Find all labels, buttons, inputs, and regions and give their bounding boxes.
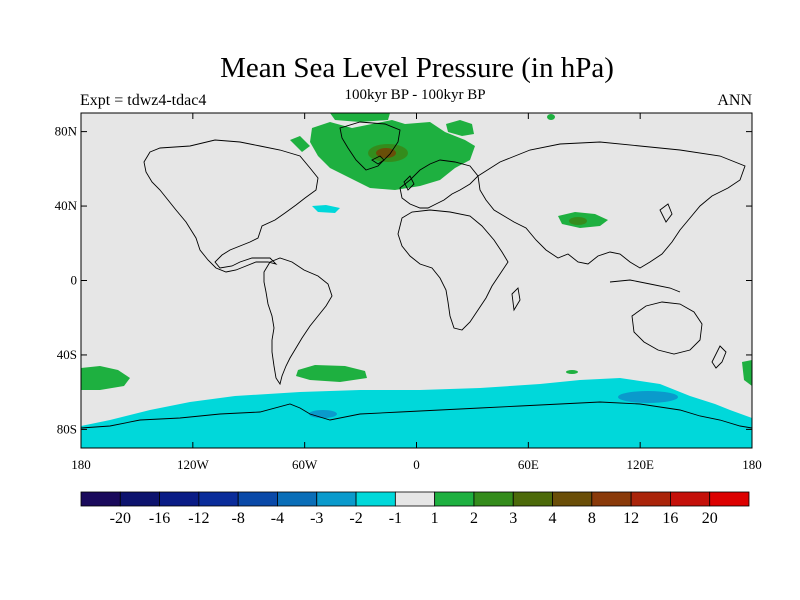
colorbar-swatch xyxy=(670,491,711,507)
colorbar-label: 2 xyxy=(470,510,478,527)
x-tick-label: 180 xyxy=(71,457,91,472)
colorbar-label: 1 xyxy=(431,510,439,527)
colorbar-label: 20 xyxy=(702,510,718,527)
colorbar-swatch xyxy=(119,491,160,507)
coast-australia xyxy=(631,301,703,355)
coast-new-zealand xyxy=(711,345,727,369)
colorbar-label: 4 xyxy=(549,510,557,527)
coast-indonesia xyxy=(609,279,681,293)
colorbar-label: -20 xyxy=(110,510,131,527)
y-tick-label: 40N xyxy=(55,198,78,213)
colorbar-swatch xyxy=(434,491,475,507)
coast-south-america xyxy=(263,257,333,386)
colorbar: -20 -16 -12 -8 -4 -3 -2 -1 1 2 3 4 8 12 16 20 xyxy=(80,491,750,527)
colorbar-label: -16 xyxy=(149,510,170,527)
colorbar-label: -4 xyxy=(271,510,284,527)
colorbar-swatch xyxy=(277,491,318,507)
colorbar-swatch xyxy=(552,491,593,507)
x-axis-ticks: 180 120W 60W 0 60E 120E 180 xyxy=(71,113,762,472)
arctic-high-north xyxy=(330,113,390,122)
tibet-core xyxy=(569,217,587,225)
colorbar-label: 3 xyxy=(509,510,517,527)
colorbar-label: -12 xyxy=(188,510,209,527)
colorbar-swatch xyxy=(355,491,396,507)
south-pacific-high xyxy=(81,366,130,390)
coast-asia xyxy=(477,141,746,269)
coast-antarctica xyxy=(81,401,752,429)
colorbar-swatch xyxy=(237,491,278,507)
x-tick-label: 120W xyxy=(177,457,210,472)
x-tick-label: 120E xyxy=(626,457,654,472)
colorbar-label: 16 xyxy=(662,510,678,527)
x-tick-label: 60E xyxy=(518,457,539,472)
colorbar-swatch xyxy=(512,491,553,507)
colorbar-label: 12 xyxy=(623,510,639,527)
southern-ocean-deep-low-weddell xyxy=(309,410,337,418)
southern-ocean-deep-low-pacific xyxy=(618,391,678,403)
colorbar-label: -1 xyxy=(389,510,402,527)
colorbar-swatch xyxy=(709,491,750,507)
colorbar-label: -2 xyxy=(349,510,362,527)
x-tick-label: 180 xyxy=(742,457,762,472)
colorbar-swatch xyxy=(630,491,671,507)
south-atlantic-high xyxy=(296,365,367,382)
southern-ocean-low xyxy=(81,378,752,448)
coast-iceland xyxy=(371,155,385,165)
x-tick-label: 0 xyxy=(413,457,420,472)
colorbar-swatch xyxy=(591,491,632,507)
south-indian-small-high xyxy=(566,370,578,374)
y-tick-label: 80N xyxy=(55,124,78,139)
colorbar-swatch xyxy=(80,491,121,507)
arctic-high-west xyxy=(290,136,310,152)
colorbar-label: -8 xyxy=(232,510,245,527)
coast-africa xyxy=(397,209,509,331)
coast-madagascar xyxy=(511,287,521,312)
arctic-high-small xyxy=(547,114,555,120)
south-pacific-east-high xyxy=(742,360,752,386)
coast-japan xyxy=(659,203,673,223)
colorbar-label: -3 xyxy=(310,510,323,527)
x-tick-label: 60W xyxy=(292,457,318,472)
experiment-label: Expt = tdwz4-tdac4 xyxy=(80,92,207,109)
colorbar-label: 8 xyxy=(588,510,596,527)
colorbar-swatch xyxy=(473,491,514,507)
colorbar-swatch xyxy=(198,491,239,507)
y-tick-label: 80S xyxy=(57,421,77,436)
coastlines xyxy=(81,121,752,429)
season-label: ANN xyxy=(717,92,752,109)
anomaly-layer xyxy=(81,113,752,448)
greenland-core-peak xyxy=(376,148,396,158)
coast-europe xyxy=(399,159,479,209)
y-tick-label: 0 xyxy=(71,273,78,288)
arctic-high-strip xyxy=(446,120,474,136)
mid-atlantic-low xyxy=(312,205,340,213)
colorbar-swatch xyxy=(316,491,357,507)
y-axis-ticks: 80N 40N 0 40S 80S xyxy=(55,124,752,436)
map-subtitle: 100kyr BP - 100kyr BP xyxy=(344,87,486,103)
coast-north-america xyxy=(143,139,319,273)
y-tick-label: 40S xyxy=(57,347,77,362)
coast-british-isles xyxy=(403,175,415,191)
colorbar-swatch xyxy=(394,491,436,507)
colorbar-swatch xyxy=(159,491,200,507)
page-title: Mean Sea Level Pressure (in hPa) xyxy=(220,52,614,84)
